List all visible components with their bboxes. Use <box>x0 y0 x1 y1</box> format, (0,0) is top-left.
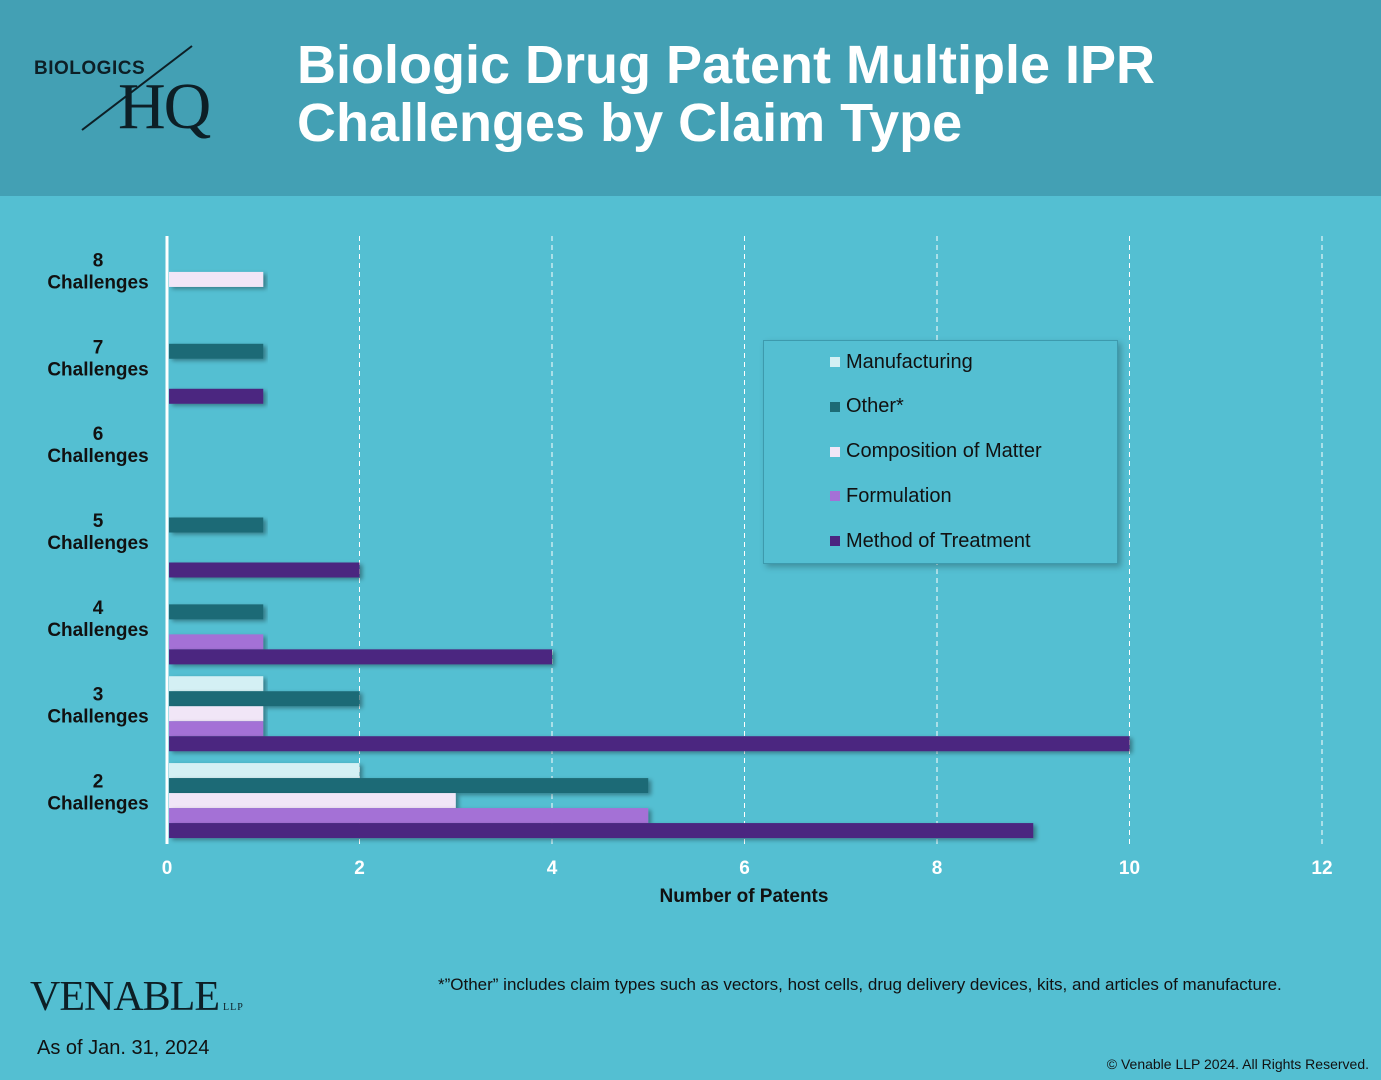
logo-hq-text: HQ <box>118 70 211 143</box>
category-label: 5 Challenges <box>47 511 148 554</box>
bar-chart: 0 2 4 6 8 10 12 8 Challenges 7 Challenges 6 Challeng… <box>47 236 1333 907</box>
venable-brand: VENABLE <box>30 974 220 1020</box>
bar-formulation-4 <box>169 634 264 650</box>
bar-method-of-treatment-5 <box>169 736 1130 752</box>
bar-method-of-treatment-6 <box>169 823 1034 839</box>
category-label: 8 Challenges <box>47 250 148 293</box>
title-line-1: Biologic Drug Patent Multiple IPR <box>297 35 1156 95</box>
copyright: © Venable LLP 2024. All Rights Reserved. <box>1106 1056 1369 1072</box>
bar-manufacturing-6 <box>169 763 360 779</box>
legend-swatch <box>830 491 840 502</box>
bar-other-4 <box>169 604 264 620</box>
legend-label: Composition of Matter <box>846 440 1042 463</box>
bar-method-of-treatment-4 <box>169 649 552 665</box>
bar-other-6 <box>169 778 649 794</box>
category-label: 7 Challenges <box>47 337 148 380</box>
x-tick-label: 8 <box>932 858 943 879</box>
x-axis-title: Number of Patents <box>660 886 829 907</box>
footnote: *”Other” includes claim types such as ve… <box>438 975 1282 994</box>
logo-biologics-text: BIOLOGICS <box>34 58 146 79</box>
legend-swatch <box>830 446 840 457</box>
legend-item: Formulation <box>830 485 952 507</box>
as-of-date: As of Jan. 31, 2024 <box>37 1037 210 1059</box>
category-label: 6 Challenges <box>47 424 148 467</box>
legend-item: Composition of Matter <box>830 440 1042 463</box>
legend-swatch <box>830 401 840 412</box>
bar-method-of-treatment-1 <box>169 388 264 404</box>
category-label: 2 Challenges <box>47 772 148 815</box>
page-title: Biologic Drug Patent Multiple IPR Challe… <box>297 36 1357 152</box>
x-tick-label: 12 <box>1311 858 1332 879</box>
bar-composition-of-matter-6 <box>169 793 456 809</box>
legend-swatch <box>830 357 840 367</box>
bars <box>169 271 1130 839</box>
legend-label: Method of Treatment <box>846 529 1031 552</box>
legend-label: Formulation <box>846 484 952 507</box>
bar-method-of-treatment-3 <box>169 562 360 578</box>
x-tick-label: 4 <box>547 858 558 879</box>
legend-label: Other* <box>846 395 904 418</box>
x-tick-label: 6 <box>739 858 750 879</box>
bar-other-3 <box>169 517 264 533</box>
x-tick-label: 2 <box>354 858 365 879</box>
bar-manufacturing-5 <box>169 676 264 692</box>
x-tick-label: 10 <box>1119 858 1140 879</box>
venable-llp: LLP <box>222 1002 244 1013</box>
bar-other-1 <box>169 343 264 359</box>
title-line-2: Challenges by Claim Type <box>297 93 963 153</box>
venable-logo: VENABLE LLP <box>30 976 244 1018</box>
bar-composition-of-matter-5 <box>169 706 264 722</box>
x-tick-label: 0 <box>162 858 173 879</box>
logo-slash-icon <box>81 45 193 131</box>
legend-item: Method of Treatment <box>830 530 1031 552</box>
bar-other-5 <box>169 691 360 707</box>
legend-item: Other* <box>830 395 904 418</box>
legend-swatch <box>830 536 840 547</box>
category-label: 3 Challenges <box>47 685 148 728</box>
legend-item: Manufacturing <box>830 351 973 373</box>
bar-formulation-5 <box>169 721 264 737</box>
axes: 0 2 4 6 8 10 12 8 Challenges 7 Challenges 6 Challeng… <box>47 236 1333 879</box>
legend-label: Manufacturing <box>846 350 973 373</box>
bar-formulation-6 <box>169 808 649 824</box>
chart-legend: Manufacturing Other* Composition of Matter… <box>763 340 1118 564</box>
header-banner: BIOLOGICS HQ Biologic Drug Patent Multip… <box>0 0 1381 196</box>
category-label: 4 Challenges <box>47 598 148 641</box>
bar-composition-of-matter-0 <box>169 271 264 287</box>
